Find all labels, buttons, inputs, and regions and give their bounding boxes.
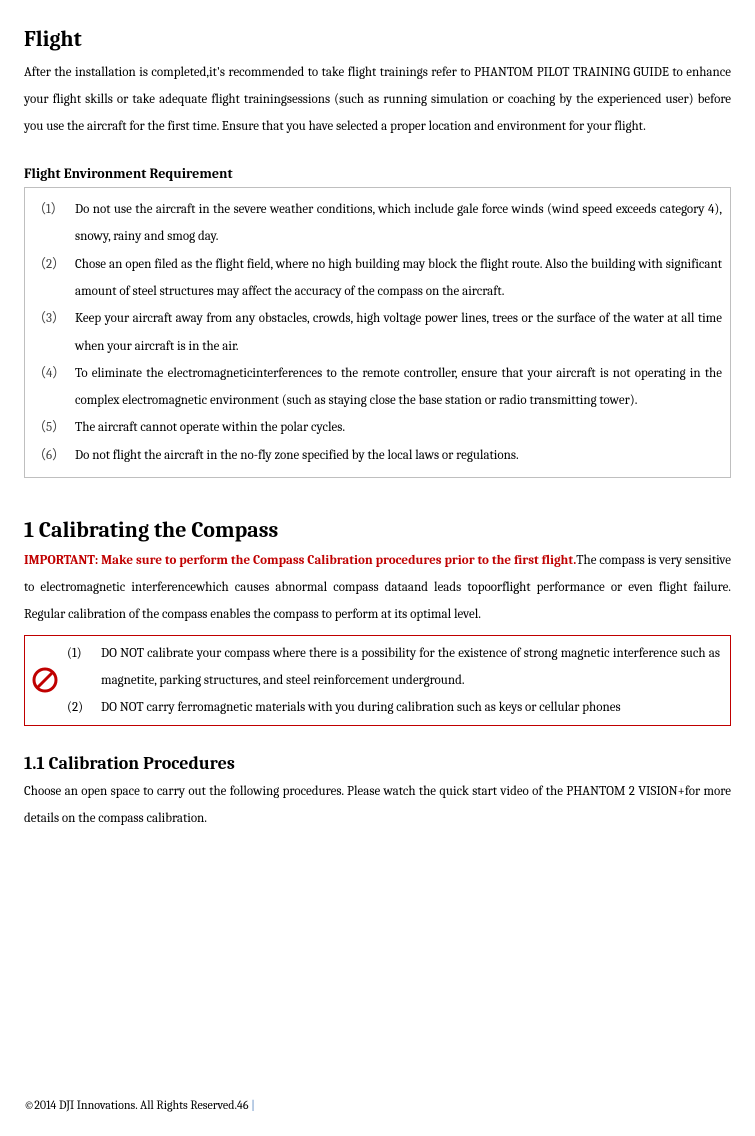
list-text: To eliminate the electromagneticinterfer…: [75, 360, 722, 415]
flight-intro-paragraph: After the installation is completed,it's…: [24, 59, 731, 141]
env-item: （2）Chose an open filed as the flight fie…: [33, 251, 722, 306]
list-text: Do not use the aircraft in the severe we…: [75, 196, 722, 251]
prohibit-icon-cell: [25, 667, 65, 693]
list-text: Chose an open filed as the flight field,…: [75, 251, 722, 306]
env-item: （5）The aircraft cannot operate within th…: [33, 414, 722, 441]
page-footer: ©2014 DJI Innovations. All Rights Reserv…: [24, 1093, 255, 1118]
footer-copyright: ©2014 DJI Innovations. All Rights Reserv…: [24, 1098, 237, 1112]
footer-page-number: 46: [237, 1098, 249, 1112]
warn-text: DO NOT carry ferromagnetic materials wit…: [101, 694, 720, 721]
compass-important-red: IMPORTANT: Make sure to perform the Comp…: [24, 553, 576, 568]
env-item: （3）Keep your aircraft away from any obst…: [33, 305, 722, 360]
calib-procedures-heading: 1.1 Calibration Procedures: [24, 752, 731, 775]
list-text: Keep your aircraft away from any obstacl…: [75, 305, 722, 360]
list-marker: （4）: [33, 360, 75, 415]
footer-bar: |: [251, 1098, 255, 1112]
compass-paragraph: IMPORTANT: Make sure to perform the Comp…: [24, 547, 731, 629]
env-item: （1）Do not use the aircraft in the severe…: [33, 196, 722, 251]
warn-marker: (1): [67, 640, 101, 695]
list-marker: （6）: [33, 442, 75, 469]
compass-heading: 1 Calibrating the Compass: [24, 516, 731, 545]
prohibit-icon: [32, 667, 58, 693]
compass-warning-box: (1)DO NOT calibrate your compass where t…: [24, 635, 731, 727]
warn-item: (1)DO NOT calibrate your compass where t…: [67, 640, 720, 695]
compass-warning-text: (1)DO NOT calibrate your compass where t…: [65, 636, 730, 726]
list-marker: （1）: [33, 196, 75, 251]
list-marker: （5）: [33, 414, 75, 441]
warn-marker: (2): [67, 694, 101, 721]
env-item: （4）To eliminate the electromagneticinter…: [33, 360, 722, 415]
list-text: Do not flight the aircraft in the no-fly…: [75, 442, 722, 469]
list-text: The aircraft cannot operate within the p…: [75, 414, 722, 441]
page-title-flight: Flight: [24, 24, 731, 55]
compass-warning-list: (1)DO NOT calibrate your compass where t…: [67, 640, 720, 722]
env-requirement-box: （1）Do not use the aircraft in the severe…: [24, 187, 731, 478]
env-requirement-heading: Flight Environment Requirement: [24, 163, 731, 185]
list-marker: （2）: [33, 251, 75, 306]
env-item: （6）Do not flight the aircraft in the no-…: [33, 442, 722, 469]
env-requirement-list: （1）Do not use the aircraft in the severe…: [33, 196, 722, 469]
warn-item: (2)DO NOT carry ferromagnetic materials …: [67, 694, 720, 721]
warn-text: DO NOT calibrate your compass where ther…: [101, 640, 720, 695]
list-marker: （3）: [33, 305, 75, 360]
calib-procedures-text: Choose an open space to carry out the fo…: [24, 778, 731, 833]
